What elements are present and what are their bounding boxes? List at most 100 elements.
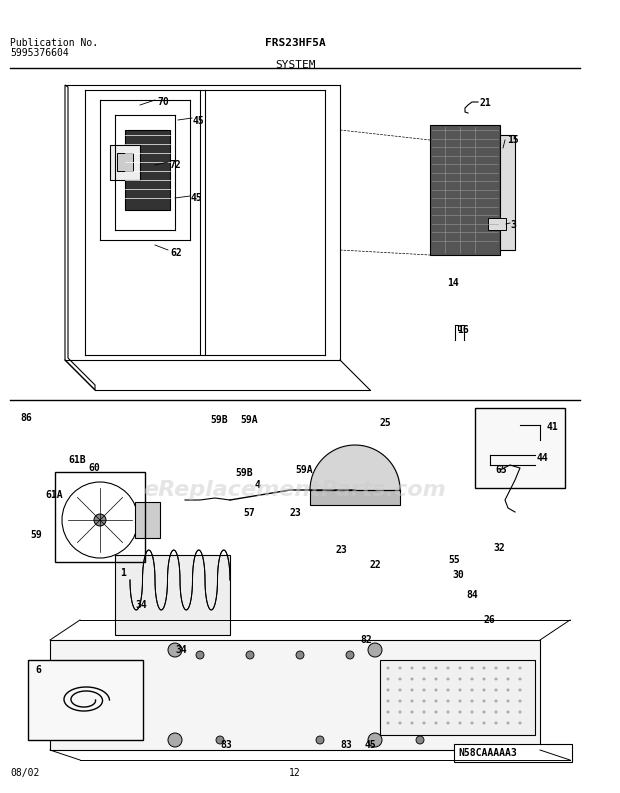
Circle shape — [410, 722, 414, 725]
Text: 34: 34 — [135, 600, 147, 610]
Text: 21: 21 — [480, 98, 492, 108]
Circle shape — [459, 711, 461, 714]
Text: 16: 16 — [457, 325, 469, 335]
Text: 4: 4 — [255, 480, 261, 490]
Circle shape — [246, 651, 254, 659]
Circle shape — [471, 677, 474, 680]
Text: eReplacementParts.com: eReplacementParts.com — [144, 480, 446, 500]
Circle shape — [495, 699, 497, 703]
Circle shape — [518, 688, 521, 691]
Bar — [125, 130, 170, 210]
Circle shape — [459, 722, 461, 725]
Text: 45: 45 — [191, 193, 203, 203]
Circle shape — [386, 666, 389, 669]
Circle shape — [518, 722, 521, 725]
Circle shape — [410, 677, 414, 680]
Circle shape — [196, 651, 204, 659]
Circle shape — [446, 699, 450, 703]
Circle shape — [518, 677, 521, 680]
Circle shape — [316, 736, 324, 744]
Circle shape — [482, 677, 485, 680]
Text: 62: 62 — [170, 248, 182, 258]
Circle shape — [422, 711, 425, 714]
Circle shape — [435, 666, 438, 669]
Text: 65: 65 — [495, 465, 507, 475]
Circle shape — [495, 677, 497, 680]
Circle shape — [518, 699, 521, 703]
Bar — [117, 153, 133, 171]
Text: 59: 59 — [30, 530, 42, 540]
Circle shape — [416, 736, 424, 744]
Circle shape — [482, 688, 485, 691]
Text: 45: 45 — [193, 116, 205, 126]
Circle shape — [399, 666, 402, 669]
Circle shape — [495, 688, 497, 691]
Text: 59A: 59A — [240, 415, 258, 425]
Circle shape — [386, 722, 389, 725]
Circle shape — [168, 733, 182, 747]
Bar — [488, 218, 506, 230]
Circle shape — [446, 666, 450, 669]
Circle shape — [435, 699, 438, 703]
Text: 72: 72 — [169, 160, 181, 170]
Circle shape — [399, 722, 402, 725]
Circle shape — [507, 688, 510, 691]
Circle shape — [435, 677, 438, 680]
Text: 70: 70 — [157, 97, 169, 107]
Text: 23: 23 — [335, 545, 347, 555]
Text: N58CAAAAA3: N58CAAAAA3 — [458, 748, 516, 758]
Text: 12: 12 — [289, 768, 301, 778]
Text: 5995376604: 5995376604 — [10, 48, 69, 58]
Circle shape — [471, 666, 474, 669]
Circle shape — [495, 666, 497, 669]
Circle shape — [410, 711, 414, 714]
Text: 45: 45 — [365, 740, 377, 750]
Text: 83: 83 — [340, 740, 352, 750]
Text: 61A: 61A — [45, 490, 63, 500]
Circle shape — [386, 711, 389, 714]
Text: 57: 57 — [243, 508, 255, 518]
Circle shape — [518, 666, 521, 669]
Circle shape — [422, 699, 425, 703]
Circle shape — [446, 677, 450, 680]
Text: 84: 84 — [466, 590, 478, 600]
Circle shape — [422, 722, 425, 725]
Bar — [110, 145, 140, 180]
Circle shape — [399, 699, 402, 703]
Circle shape — [482, 666, 485, 669]
Text: 83: 83 — [220, 740, 232, 750]
Circle shape — [482, 711, 485, 714]
Text: 59B: 59B — [235, 468, 252, 478]
Text: 14: 14 — [447, 278, 459, 288]
Circle shape — [482, 699, 485, 703]
Circle shape — [459, 677, 461, 680]
Circle shape — [346, 651, 354, 659]
Text: 59A: 59A — [295, 465, 312, 475]
Text: 15: 15 — [507, 135, 519, 145]
Text: 41: 41 — [547, 422, 559, 432]
Text: 08/02: 08/02 — [10, 768, 40, 778]
Circle shape — [435, 688, 438, 691]
Circle shape — [386, 688, 389, 691]
Circle shape — [296, 651, 304, 659]
Polygon shape — [50, 640, 540, 750]
Circle shape — [410, 666, 414, 669]
Text: SYSTEM: SYSTEM — [275, 60, 315, 70]
Circle shape — [386, 699, 389, 703]
Circle shape — [399, 711, 402, 714]
Text: FRS23HF5A: FRS23HF5A — [265, 38, 326, 48]
Circle shape — [422, 677, 425, 680]
Circle shape — [435, 711, 438, 714]
Circle shape — [471, 699, 474, 703]
Circle shape — [422, 688, 425, 691]
Circle shape — [216, 736, 224, 744]
Text: 82: 82 — [360, 635, 372, 645]
Bar — [55, 472, 145, 562]
Bar — [28, 660, 143, 740]
Text: 59B: 59B — [210, 415, 228, 425]
Text: 60: 60 — [88, 463, 100, 473]
Bar — [500, 135, 515, 250]
Text: 55: 55 — [448, 555, 460, 565]
Circle shape — [471, 688, 474, 691]
Bar — [430, 125, 500, 255]
